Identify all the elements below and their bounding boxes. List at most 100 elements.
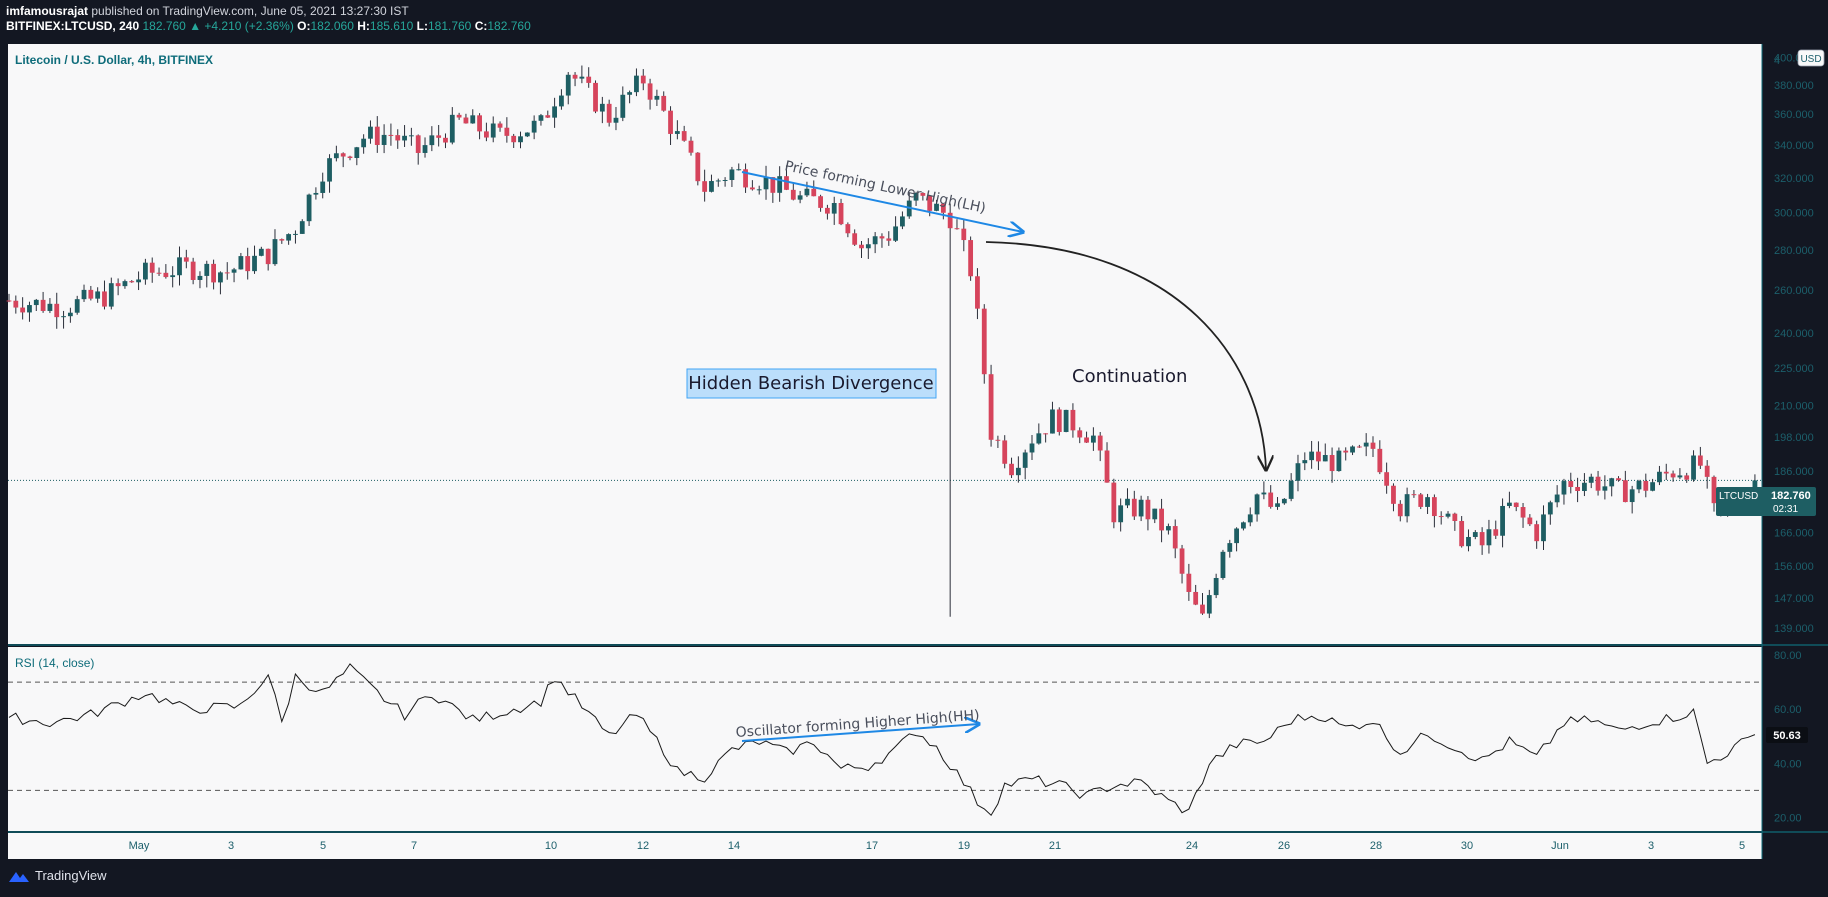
candle: [1193, 584, 1199, 606]
candle-body: [1534, 524, 1540, 542]
candle: [1316, 441, 1321, 471]
candle: [818, 194, 823, 212]
candle-body: [299, 221, 305, 234]
candle: [1493, 520, 1499, 540]
x-axis-background: [8, 833, 1762, 859]
candle-body: [1125, 498, 1130, 506]
time-axis[interactable]: May 3 5 7 10 12 14 17 19 21 24 26 28 30 Jun 3 5: [129, 840, 1745, 852]
candle-body: [920, 192, 926, 196]
candle: [579, 65, 585, 84]
candle: [88, 285, 94, 301]
candle: [347, 155, 353, 161]
candle-body: [934, 203, 939, 211]
candle-body: [1527, 517, 1533, 525]
candle-body: [1145, 499, 1151, 520]
candle: [1384, 462, 1390, 494]
last-price-label[interactable]: LTCUSD 182.760 02:31: [1716, 487, 1816, 516]
candle: [484, 122, 489, 142]
candle-body: [354, 147, 360, 159]
candle-body: [347, 156, 353, 159]
hidden-bearish-divergence-label[interactable]: Hidden Bearish Divergence: [686, 368, 937, 399]
candle-body: [545, 115, 551, 118]
candle-body: [368, 126, 373, 139]
candle: [729, 166, 735, 188]
candle: [436, 124, 442, 147]
candle-body: [804, 188, 810, 196]
candle-body: [320, 181, 326, 193]
candle: [1179, 544, 1185, 584]
candle: [1166, 523, 1171, 535]
price-tick-label: 139.000: [1774, 623, 1814, 635]
candle-body: [524, 132, 530, 137]
candle: [1534, 520, 1540, 549]
candle-body: [1200, 604, 1205, 614]
candle: [961, 219, 967, 252]
candle: [1609, 477, 1615, 497]
candle-body: [1697, 455, 1703, 466]
symbol-label: BITFINEX:LTCUSD, 240: [6, 19, 140, 33]
candle-body: [981, 308, 987, 375]
candle: [797, 190, 803, 204]
price-tick-label: 225.000: [1774, 363, 1814, 375]
candle-body: [1336, 450, 1342, 472]
candle: [852, 229, 858, 246]
candle-body: [1090, 435, 1096, 443]
candle-body: [108, 283, 114, 307]
candle-body: [1425, 497, 1430, 507]
time-tick-label: 10: [545, 840, 557, 852]
candle-body: [572, 74, 578, 79]
candle: [940, 203, 946, 220]
candle-body: [865, 244, 871, 249]
rsi-trend-arrow[interactable]: [741, 724, 979, 742]
continuation-arrow[interactable]: [985, 241, 1266, 470]
candle-body: [1411, 494, 1417, 496]
candle-body: [1520, 507, 1526, 518]
candle-body: [477, 115, 482, 132]
candle: [1418, 492, 1424, 510]
rsi-last-value-label[interactable]: 50.63: [1766, 727, 1808, 743]
candle-body: [593, 82, 598, 112]
high-label: H:: [357, 19, 370, 33]
candle-body: [790, 189, 796, 200]
candle-body: [340, 153, 346, 157]
candle: [204, 260, 210, 288]
candle-body: [1588, 476, 1594, 483]
candle-body: [74, 299, 80, 313]
candle: [122, 279, 128, 289]
candle-body: [388, 134, 394, 136]
candle-body: [190, 261, 196, 280]
price-trend-arrow[interactable]: [741, 171, 1023, 232]
candle: [688, 136, 694, 156]
candle-body: [1104, 450, 1110, 483]
candle-body: [709, 181, 714, 192]
candle: [1527, 514, 1533, 527]
candle: [1104, 442, 1110, 483]
candle: [1063, 409, 1069, 433]
candle-body: [1186, 573, 1192, 592]
candle-body: [1622, 480, 1628, 503]
candle-body: [1254, 494, 1260, 515]
candle-body: [504, 127, 510, 136]
candle-body: [272, 239, 278, 265]
footer-brand[interactable]: TradingView: [8, 868, 107, 883]
candle: [415, 134, 421, 165]
candle-body: [1404, 494, 1410, 517]
candle: [981, 304, 987, 384]
candle: [913, 191, 919, 206]
time-tick-label: 24: [1186, 840, 1198, 852]
candle-body: [395, 135, 401, 141]
candle: [163, 264, 169, 279]
candle-body: [743, 169, 748, 188]
candle-body: [1275, 503, 1280, 507]
author-name[interactable]: imfamousrajat: [6, 4, 89, 18]
last-price-value: 182.760: [1771, 490, 1811, 502]
candle: [477, 113, 482, 140]
price-axis[interactable]: 400.000380.000360.000340.000320.000300.0…: [8, 52, 1814, 824]
rsi-tick-label: 80.00: [1774, 650, 1802, 662]
candle-body: [1343, 450, 1349, 453]
candle: [1431, 494, 1437, 528]
candle: [504, 117, 510, 143]
candle-body: [1179, 548, 1185, 574]
candle-body: [1452, 513, 1458, 521]
